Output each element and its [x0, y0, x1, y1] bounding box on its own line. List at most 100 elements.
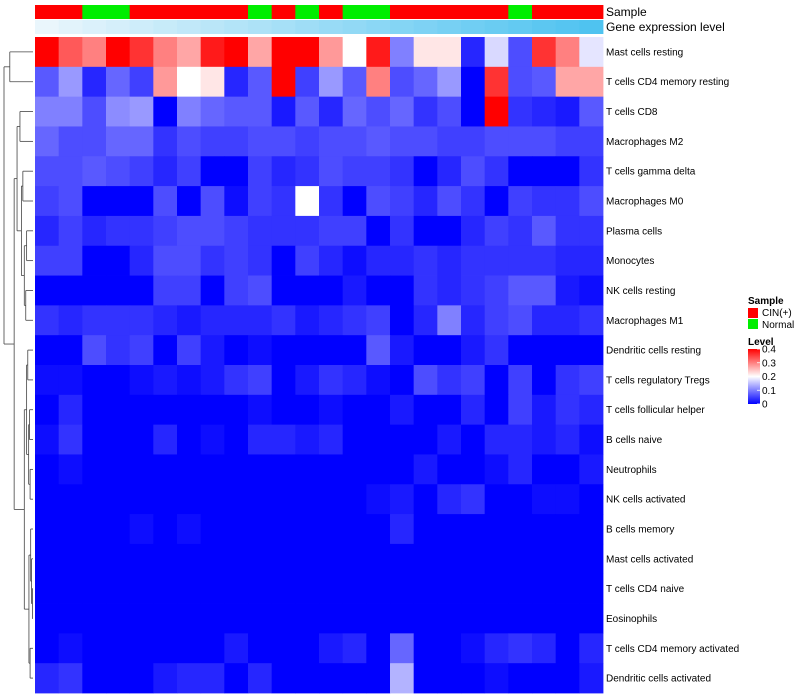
- heatmap-cell: [461, 335, 486, 366]
- heatmap-cell: [508, 514, 533, 545]
- heatmap-cell: [437, 543, 462, 575]
- heatmap-cell: [271, 663, 296, 694]
- heatmap-cell: [224, 424, 249, 455]
- heatmap-cell: [106, 305, 131, 336]
- heatmap-cell: [153, 66, 178, 98]
- heatmap-cell: [271, 215, 296, 247]
- heatmap-cell: [224, 603, 249, 634]
- row-label: T cells CD4 memory resting: [606, 77, 729, 88]
- heatmap-cell: [555, 96, 580, 127]
- heatmap-cell: [153, 663, 178, 694]
- heatmap-cell: [153, 424, 178, 455]
- heatmap-cell: [413, 215, 438, 247]
- heatmap-cell: [437, 126, 462, 157]
- heatmap-cell: [248, 186, 273, 217]
- heatmap-cell: [437, 603, 462, 634]
- heatmap-cell: [35, 484, 60, 515]
- heatmap-cell: [579, 305, 604, 336]
- heatmap-cell: [366, 454, 391, 485]
- heatmap-cell: [342, 394, 367, 426]
- heatmap-cell: [579, 365, 604, 396]
- heatmap-cell: [82, 156, 107, 187]
- heatmap-cell: [366, 275, 391, 306]
- heatmap-cell: [413, 186, 438, 217]
- heatmap-cell: [579, 215, 604, 247]
- heatmap-cell: [248, 484, 273, 515]
- heatmap-cell: [153, 454, 178, 485]
- heatmap-cell: [200, 126, 225, 157]
- row-label: Dendritic cells activated: [606, 674, 711, 685]
- heatmap-cell: [390, 305, 415, 336]
- legend: Sample CIN(+) Normal Level 0.4 0.3 0.2 0.1 0: [748, 296, 794, 411]
- heatmap-cell: [413, 543, 438, 575]
- heatmap-cell: [390, 454, 415, 485]
- heatmap-cell: [366, 37, 391, 68]
- heatmap-cell: [555, 126, 580, 157]
- heatmap-cell: [390, 603, 415, 634]
- heatmap-cell: [390, 633, 415, 664]
- heatmap-cell: [437, 663, 462, 694]
- heatmap-cell: [319, 126, 344, 157]
- gene-expression-annotation-cell: [153, 20, 178, 34]
- heatmap-cell: [366, 394, 391, 426]
- heatmap-cell: [342, 484, 367, 515]
- gene-expression-annotation-cell: [555, 20, 580, 34]
- heatmap-cell: [532, 633, 557, 664]
- heatmap-cell: [413, 275, 438, 306]
- row-label: T cells regulatory Tregs: [606, 375, 710, 386]
- heatmap-cell: [319, 543, 344, 575]
- sample-annotation-cell: [555, 5, 580, 19]
- heatmap-cell: [224, 633, 249, 664]
- heatmap-cell: [129, 305, 154, 336]
- heatmap-cell: [532, 573, 557, 604]
- heatmap-cell: [295, 633, 320, 664]
- heatmap-cell: [248, 514, 273, 545]
- heatmap-cell: [82, 126, 107, 157]
- heatmap-cell: [579, 603, 604, 634]
- heatmap-cell: [532, 126, 557, 157]
- heatmap-cell: [555, 365, 580, 396]
- heatmap-cell: [366, 96, 391, 127]
- heatmap-cell: [82, 663, 107, 694]
- heatmap-cell: [200, 394, 225, 426]
- heatmap-cell: [106, 37, 131, 68]
- heatmap-cell: [366, 186, 391, 217]
- heatmap-cell: [579, 335, 604, 366]
- heatmap-cell: [508, 245, 533, 276]
- heatmap-cell: [35, 424, 60, 455]
- heatmap-cell: [295, 543, 320, 575]
- heatmap-cell: [153, 633, 178, 664]
- sample-annotation-cell: [366, 5, 391, 19]
- heatmap-cell: [366, 484, 391, 515]
- heatmap-cell: [153, 484, 178, 515]
- heatmap-cell: [579, 484, 604, 515]
- sample-annotation-cell: [271, 5, 296, 19]
- sample-annotation-cell: [224, 5, 249, 19]
- heatmap-cell: [295, 365, 320, 396]
- gene-expression-annotation-cell: [437, 20, 462, 34]
- heatmap-cell: [200, 454, 225, 485]
- heatmap-cell: [153, 96, 178, 127]
- heatmap-cell: [508, 156, 533, 187]
- heatmap-cell: [532, 514, 557, 545]
- heatmap-cell: [555, 603, 580, 634]
- sample-annotation-cell: [35, 5, 60, 19]
- row-label: T cells CD8: [606, 107, 658, 118]
- heatmap-cell: [390, 96, 415, 127]
- sample-annotation-cell: [508, 5, 533, 19]
- gene-expression-annotation-cell: [342, 20, 367, 34]
- heatmap-cell: [58, 543, 83, 575]
- heatmap-cell: [106, 126, 131, 157]
- heatmap-cell: [248, 573, 273, 604]
- heatmap-cell: [200, 424, 225, 455]
- heatmap-cell: [224, 573, 249, 604]
- heatmap-cell: [224, 514, 249, 545]
- heatmap-cell: [177, 215, 202, 247]
- heatmap-cell: [484, 275, 509, 306]
- heatmap-cell: [579, 633, 604, 664]
- legend-level-ticks: 0.4 0.3 0.2 0.1 0: [757, 345, 776, 411]
- heatmap-cell: [437, 245, 462, 276]
- heatmap-cell: [484, 96, 509, 127]
- heatmap-cell: [484, 245, 509, 276]
